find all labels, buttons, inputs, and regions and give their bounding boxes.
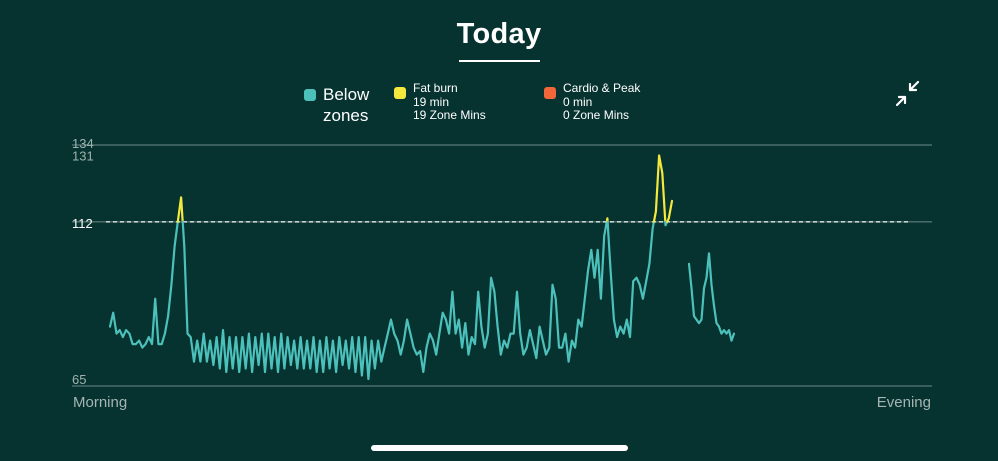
home-indicator[interactable]: [371, 445, 628, 451]
series-0-run-2-below-zones: [181, 220, 608, 381]
legend-below-zones: Below zones: [304, 84, 369, 126]
series-0-run-5-fat-burn: [652, 154, 667, 223]
series-0-run-1-fat-burn: [176, 196, 184, 223]
reference-line-label: 112: [72, 216, 93, 231]
y-tick-label-131: 131: [72, 148, 94, 163]
legend-swatch-cardio: [544, 87, 556, 99]
y-tick-label-134: 134: [72, 136, 94, 151]
legend-below-label-2: zones: [323, 106, 369, 125]
collapse-button[interactable]: [892, 79, 924, 109]
legend-below-label-1: Below: [323, 85, 370, 104]
grid-layer: [72, 144, 932, 387]
collapse-arrows-icon: [895, 80, 920, 107]
legend-swatch-fat-burn: [394, 87, 406, 99]
series-1-run-0-below-zones: [687, 252, 736, 342]
page-title: Today: [456, 18, 542, 50]
legend-fat-burn: Fat burn 19 min 19 Zone Mins: [394, 81, 486, 123]
title-underline: [459, 60, 540, 62]
legend-cardio-minutes: 0 min: [563, 94, 593, 109]
legend-swatch-below: [304, 89, 316, 101]
legend-fat-burn-minutes: 19 min: [413, 94, 450, 109]
x-label-end: Evening: [876, 394, 931, 411]
legend-cardio-name: Cardio & Peak: [563, 81, 641, 95]
legend-fat-burn-zone-mins: 19 Zone Mins: [413, 108, 486, 122]
series-0-run-4-below-zones: [606, 220, 656, 339]
series-0-run-6-below-zones: [664, 220, 669, 227]
series-0-run-3-fat-burn: [605, 217, 609, 223]
legend-cardio-peak: Cardio & Peak 0 min 0 Zone Mins: [544, 81, 641, 123]
legend-cardio-zone-mins: 0 Zone Mins: [563, 108, 630, 122]
chart-legend: Below zones Fat burn 19 min 19 Zone Mins…: [0, 81, 998, 132]
legend-fat-burn-name: Fat burn: [413, 81, 458, 95]
series-0-run-7-fat-burn: [666, 199, 674, 223]
line-layer: [108, 154, 736, 381]
x-label-start: Morning: [73, 394, 128, 411]
series-0-run-0-below-zones: [108, 220, 179, 349]
y-tick-label-65: 65: [72, 372, 86, 387]
